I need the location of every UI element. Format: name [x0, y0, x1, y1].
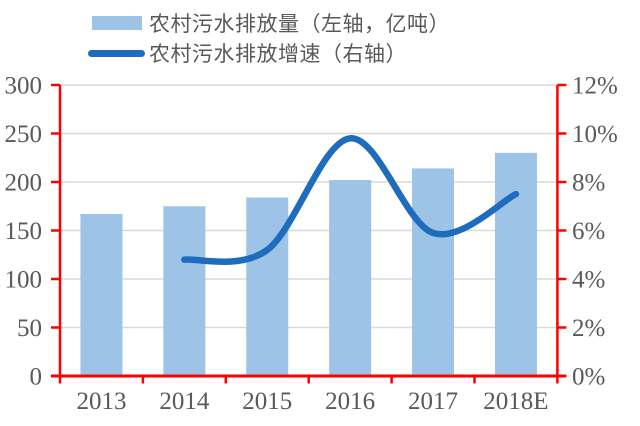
left-axis-label: 0 — [30, 364, 43, 391]
bar-2018E — [494, 152, 537, 376]
left-axis-label: 250 — [5, 121, 43, 148]
left-axis-label: 50 — [17, 315, 42, 342]
x-axis-label: 2018E — [483, 388, 548, 415]
right-axis-label: 8% — [572, 170, 605, 197]
line-series-swatch-icon — [88, 49, 145, 57]
bar-2016 — [329, 180, 372, 376]
left-axis-label: 150 — [5, 218, 43, 245]
x-axis-label: 2015 — [242, 388, 292, 415]
bar-series-swatch-icon — [91, 16, 142, 30]
x-axis-label: 2014 — [159, 388, 210, 415]
right-axis-label: 4% — [572, 267, 605, 294]
right-axis-label: 0% — [572, 364, 605, 391]
x-axis-label: 2016 — [325, 388, 375, 415]
right-axis-label: 12% — [572, 73, 618, 100]
x-axis-label: 2013 — [76, 388, 126, 415]
left-axis-label: 100 — [5, 267, 43, 294]
bar-2017 — [412, 168, 455, 376]
legend-swatch-slot — [88, 49, 145, 57]
legend-item-line-series: 农村污水排放增速（右轴） — [88, 38, 450, 68]
bar-2013 — [80, 214, 123, 376]
bar-2015 — [246, 197, 289, 376]
right-axis-label: 10% — [572, 121, 618, 148]
legend-item-bar-series: 农村污水排放量（左轴，亿吨） — [88, 8, 450, 38]
chart-legend: 农村污水排放量（左轴，亿吨） 农村污水排放增速（右轴） — [88, 8, 450, 68]
legend-label-line-series: 农村污水排放增速（右轴） — [149, 42, 407, 66]
growth-line — [181, 135, 520, 265]
left-axis-label: 200 — [5, 170, 43, 197]
right-axis-label: 6% — [572, 218, 605, 245]
right-axis-label: 2% — [572, 315, 605, 342]
legend-label-bar-series: 农村污水排放量（左轴，亿吨） — [149, 12, 450, 36]
left-axis-label: 300 — [5, 73, 43, 100]
x-axis-label: 2017 — [408, 388, 458, 415]
legend-swatch-slot — [88, 16, 145, 30]
bar-2014 — [163, 206, 206, 376]
